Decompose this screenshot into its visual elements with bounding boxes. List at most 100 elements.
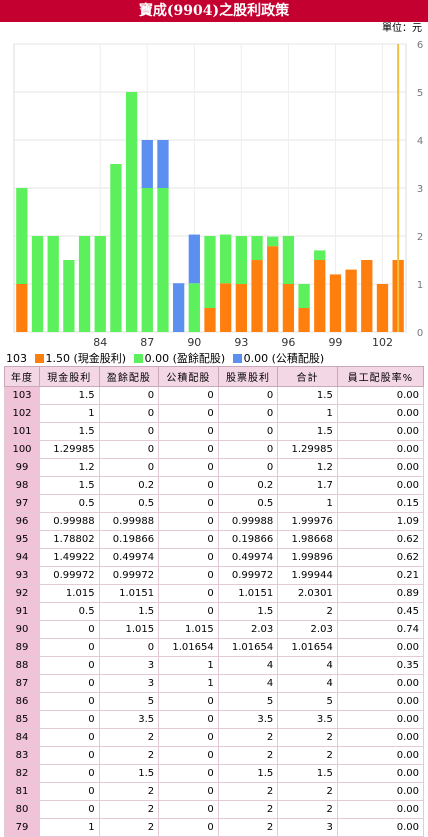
value-cell: 0 xyxy=(158,800,219,819)
bar-90 xyxy=(188,234,200,284)
column-header: 公積配股 xyxy=(158,366,219,387)
table-row: 103 1.5 0 0 0 1.5 0.00 xyxy=(4,386,425,405)
year-cell: 83 xyxy=(4,746,40,765)
value-cell: 1.5 xyxy=(98,764,160,783)
value-cell: 5 xyxy=(217,692,279,711)
bar-93 xyxy=(235,236,248,285)
value-cell: 1.0151 xyxy=(217,584,279,603)
value-cell: 0 xyxy=(158,494,219,513)
bar-87 xyxy=(141,140,153,188)
column-header: 股票股利 xyxy=(217,366,279,387)
table-row: 86 0 5 0 5 5 0.00 xyxy=(4,692,425,711)
value-cell: 0.35 xyxy=(336,656,425,675)
year-cell: 101 xyxy=(4,422,40,441)
value-cell: 0 xyxy=(98,458,160,477)
table-row: 90 0 1.015 1.015 2.03 2.03 0.74 xyxy=(4,620,425,639)
value-cell: 1.29985 xyxy=(39,440,100,459)
year-cell: 92 xyxy=(4,584,40,603)
value-cell: 3 xyxy=(98,656,160,675)
value-cell: 4 xyxy=(277,656,338,675)
x-tick-label: 90 xyxy=(187,336,201,349)
value-cell: 0.49974 xyxy=(217,548,279,567)
value-cell: 0.62 xyxy=(336,530,425,549)
table-row: 96 0.99988 0.99988 0 0.99988 1.99976 1.09 xyxy=(4,512,425,531)
value-cell: 0.00 xyxy=(336,764,425,783)
value-cell: 4 xyxy=(217,674,279,693)
table-row: 99 1.2 0 0 0 1.2 0.00 xyxy=(4,458,425,477)
value-cell: 1.98668 xyxy=(277,530,338,549)
year-cell: 96 xyxy=(4,512,40,531)
value-cell: 0.00 xyxy=(336,710,425,729)
value-cell: 0 xyxy=(158,548,219,567)
page-title: 寶成(9904)之股利政策 xyxy=(0,0,428,22)
column-header: 盈餘配股 xyxy=(98,366,160,387)
bar-98 xyxy=(314,250,326,260)
x-tick-label: 84 xyxy=(93,336,107,349)
bar-88 xyxy=(157,188,169,332)
bar-91 xyxy=(204,308,216,332)
y-tick-label: 3 xyxy=(417,184,423,195)
value-cell: 0 xyxy=(158,476,219,495)
value-cell: 4 xyxy=(277,674,338,693)
bar-87 xyxy=(141,188,153,332)
value-cell: 3 xyxy=(98,674,160,693)
value-cell: 0 xyxy=(158,440,219,459)
bar-101 xyxy=(361,260,373,332)
dividend-table: 年度 現金股利 盈餘配股 公積配股 股票股利 合計 員工配股率% 103 1.5 0 0 0 1.5 0… xyxy=(4,366,425,837)
value-cell: 0.00 xyxy=(336,782,425,801)
bar-93 xyxy=(235,284,248,332)
value-cell: 0 xyxy=(39,692,100,711)
value-cell: 0.99972 xyxy=(39,566,100,585)
table-row: 79 1 2 0 2 3 0.00 xyxy=(4,818,425,837)
dividend-bar-chart: 0 1 2 3 4 5 6 84 87 90 93 96 99 102 xyxy=(13,40,423,349)
table-row: 87 0 3 1 4 4 0.00 xyxy=(4,674,425,693)
value-cell: 0.62 xyxy=(336,548,425,567)
value-cell: 0.5 xyxy=(98,494,160,513)
year-cell: 91 xyxy=(4,602,40,621)
value-cell: 2 xyxy=(98,818,160,837)
value-cell: 0.00 xyxy=(336,692,425,711)
bar-81 xyxy=(47,236,59,332)
value-cell: 2 xyxy=(217,746,279,765)
x-tick-label: 93 xyxy=(234,336,248,349)
table-body: 103 1.5 0 0 0 1.5 0.00 102 1 0 0 0 1 0.00 101 1.5 0 0 0 1.5… xyxy=(4,386,425,837)
y-tick-label: 0 xyxy=(417,328,423,339)
table-row: 94 1.49922 0.49974 0 0.49974 1.99896 0.62 xyxy=(4,548,425,567)
value-cell: 1.015 xyxy=(39,584,100,603)
value-cell: 0.00 xyxy=(336,746,425,765)
legend-swatch-earnings xyxy=(133,354,143,363)
table-row: 81 0 2 0 2 2 0.00 xyxy=(4,782,425,801)
year-cell: 80 xyxy=(4,800,40,819)
table-row: 91 0.5 1.5 0 1.5 2 0.45 xyxy=(4,602,425,621)
value-cell: 0.45 xyxy=(336,602,425,621)
value-cell: 0 xyxy=(98,386,160,405)
value-cell: 0 xyxy=(158,584,219,603)
legend-swatch-reserve xyxy=(232,354,242,363)
bar-96 xyxy=(282,236,295,285)
bar-100 xyxy=(345,269,357,332)
bar-92 xyxy=(220,283,232,332)
year-cell: 82 xyxy=(4,764,40,783)
value-cell: 1.5 xyxy=(39,476,100,495)
year-cell: 84 xyxy=(4,728,40,747)
value-cell: 1.5 xyxy=(217,602,279,621)
value-cell: 1.2 xyxy=(277,458,338,477)
value-cell: 2 xyxy=(98,782,160,801)
table-header-row: 年度 現金股利 盈餘配股 公積配股 股票股利 合計 員工配股率% xyxy=(4,366,425,387)
bar-95 xyxy=(267,236,279,247)
legend-reserve-label: 0.00 (公積配股) xyxy=(243,352,325,365)
value-cell: 1 xyxy=(158,674,219,693)
value-cell: 0 xyxy=(39,710,100,729)
value-cell: 1.015 xyxy=(158,620,219,639)
value-cell: 0 xyxy=(158,602,219,621)
value-cell: 0.00 xyxy=(336,818,425,837)
bar-94 xyxy=(251,260,263,332)
bar-82 xyxy=(63,260,75,332)
value-cell: 2.03 xyxy=(277,620,338,639)
year-cell: 93 xyxy=(4,566,40,585)
value-cell: 0 xyxy=(158,746,219,765)
value-cell: 0.00 xyxy=(336,422,425,441)
value-cell: 1.5 xyxy=(277,386,338,405)
value-cell: 0.00 xyxy=(336,458,425,477)
value-cell: 1.01654 xyxy=(158,638,219,657)
